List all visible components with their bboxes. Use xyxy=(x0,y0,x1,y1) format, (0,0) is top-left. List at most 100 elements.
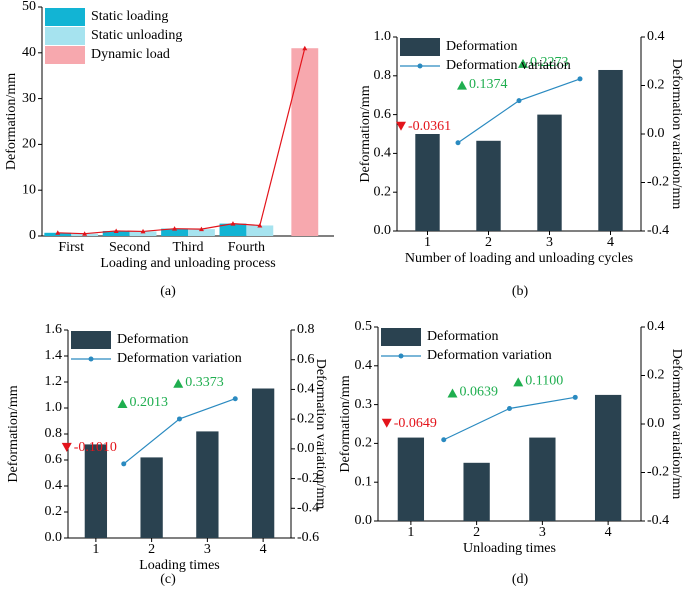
change-arrow xyxy=(117,398,128,408)
x-tick-label: 2 xyxy=(485,235,492,250)
x-tick-label: 1 xyxy=(407,525,414,540)
y2-tick-label: 0.2 xyxy=(297,411,315,426)
variation-label: 0.1100 xyxy=(525,374,563,389)
bar xyxy=(463,462,490,521)
y-tick-label: 1.6 xyxy=(45,322,63,337)
variation-marker xyxy=(121,461,127,467)
legend-swatch xyxy=(400,38,440,56)
y-axis-label: Deformation/mm xyxy=(6,385,21,482)
legend-swatch xyxy=(71,331,111,349)
change-arrow xyxy=(396,121,406,131)
x-axis-label: Unloading times xyxy=(463,541,556,556)
y2-axis-label: Deformation variation/mm xyxy=(313,359,328,510)
y2-tick-label: 0.8 xyxy=(297,322,315,337)
bar xyxy=(219,223,247,236)
change-arrow xyxy=(381,418,392,428)
bar xyxy=(291,48,319,236)
y-tick-label: 10 xyxy=(22,182,36,197)
bar xyxy=(140,457,163,538)
x-tick-label: Second xyxy=(109,240,150,255)
legend-label: Deformation xyxy=(117,332,189,347)
trend-marker xyxy=(55,230,61,235)
x-tick-label: 4 xyxy=(605,525,612,540)
y-axis-label: Deformation/mm xyxy=(4,73,19,170)
variation-marker xyxy=(507,406,512,412)
bar xyxy=(529,437,556,521)
legend-label: Deformation variation xyxy=(117,351,242,366)
legend-label: Dynamic load xyxy=(91,47,170,62)
bar xyxy=(598,69,623,231)
variation-marker xyxy=(232,396,238,402)
change-arrow xyxy=(513,377,524,387)
y-tick-label: 0.8 xyxy=(45,426,63,441)
bar xyxy=(129,231,157,236)
x-axis-label: Loading times xyxy=(139,558,220,573)
y2-axis-label: Deformation variation/mm xyxy=(669,59,684,210)
x-tick-label: 3 xyxy=(539,525,546,540)
x-tick-label: First xyxy=(58,240,84,255)
x-tick-label: 3 xyxy=(204,542,211,557)
bar xyxy=(246,225,274,236)
trend-marker xyxy=(113,228,119,233)
variation-marker xyxy=(455,140,461,146)
y-tick-label: 0.1 xyxy=(355,474,373,489)
trend-marker xyxy=(302,45,308,51)
y2-tick-label: -0.2 xyxy=(297,471,319,486)
y2-tick-label: -0.6 xyxy=(297,530,319,545)
bar xyxy=(251,388,275,538)
y-tick-label: 1.0 xyxy=(374,29,392,44)
y2-axis-label: Deformation variation/mm xyxy=(669,349,684,500)
legend-marker xyxy=(398,353,404,359)
bar xyxy=(594,394,622,521)
y-tick-label: 0.2 xyxy=(374,184,392,199)
change-arrow xyxy=(518,58,528,68)
variation-label: 0.2013 xyxy=(130,395,169,410)
y2-tick-label: 0.0 xyxy=(647,416,665,431)
trend-marker xyxy=(82,231,88,236)
caption: (c) xyxy=(160,572,176,587)
change-arrow xyxy=(447,388,458,398)
legend-label: Deformation variation xyxy=(446,58,571,73)
x-axis-label: Number of loading and unloading cycles xyxy=(405,251,633,266)
y-tick-label: 0.4 xyxy=(374,146,392,161)
legend-label: Static unloading xyxy=(91,28,182,43)
trend-marker xyxy=(230,221,236,226)
y2-tick-label: 0.0 xyxy=(647,126,665,141)
legend-label: Deformation xyxy=(427,329,499,344)
bar xyxy=(84,444,108,538)
y2-tick-label: -0.4 xyxy=(647,513,669,528)
change-arrow xyxy=(173,378,184,388)
bar xyxy=(188,229,215,236)
variation-line xyxy=(443,396,576,441)
variation-label: -0.0649 xyxy=(394,416,437,431)
bar xyxy=(537,114,562,231)
bar xyxy=(196,431,219,538)
variation-label: 0.0639 xyxy=(460,385,499,400)
x-tick-label: 3 xyxy=(546,235,553,250)
caption: (a) xyxy=(160,284,176,299)
y2-tick-label: -0.2 xyxy=(647,175,669,190)
change-arrow xyxy=(61,442,72,452)
bar xyxy=(102,230,130,236)
x-tick-label: Fourth xyxy=(228,240,265,255)
variation-label: -0.1010 xyxy=(74,440,117,455)
bar xyxy=(161,228,188,236)
y-tick-label: 0.6 xyxy=(45,452,63,467)
y2-tick-label: 0.2 xyxy=(647,368,665,383)
y-tick-label: 1.0 xyxy=(45,400,63,415)
y-tick-label: 0.4 xyxy=(45,478,63,493)
x-tick-label: 4 xyxy=(607,235,614,250)
variation-label: 0.3373 xyxy=(185,375,224,390)
change-arrow xyxy=(457,80,467,90)
legend-swatch xyxy=(381,328,421,346)
legend-swatch xyxy=(45,27,85,45)
y2-tick-label: 0.6 xyxy=(297,352,315,367)
y-tick-label: 1.2 xyxy=(45,374,63,389)
trend-marker xyxy=(257,222,263,228)
y2-tick-label: 0.4 xyxy=(647,29,665,44)
y-tick-label: 0.3 xyxy=(355,397,373,412)
trend-line xyxy=(57,48,306,235)
bar xyxy=(415,134,440,231)
y-axis-label: Deformation/mm xyxy=(358,85,373,182)
legend-marker xyxy=(88,356,94,362)
